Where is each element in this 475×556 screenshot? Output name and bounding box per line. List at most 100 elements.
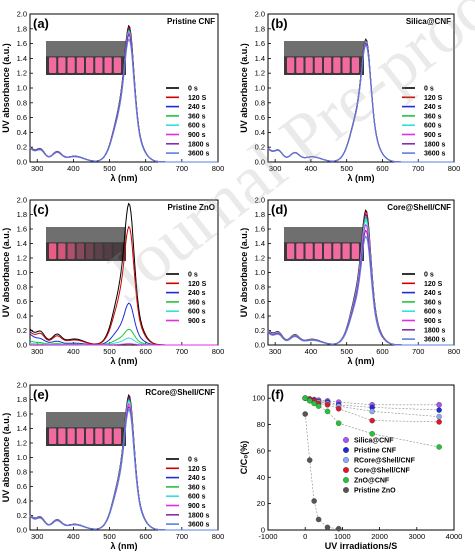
- data-point: [436, 413, 442, 420]
- y-tick-label: 0.4: [17, 312, 27, 321]
- y-tick-label: 20: [257, 499, 265, 508]
- data-point: [436, 407, 442, 413]
- inset-photo: [284, 227, 364, 261]
- panel-d: 300 400 500 600 700 800 0.0 0.2 0.4 0.6 0.8 1.0 1.2 1…: [239, 196, 460, 367]
- inset-vial: [342, 243, 350, 259]
- inset-vial: [104, 57, 112, 73]
- inset-vial: [113, 428, 121, 444]
- y-axis-label: UV absorbance (a.u.): [239, 43, 249, 133]
- y-tick-label: 0.2: [17, 511, 27, 520]
- inset-vial: [95, 428, 103, 444]
- inset-vial: [67, 57, 75, 73]
- inset-vial: [324, 57, 332, 73]
- y-axis-label: UV absorbance (a.u.): [1, 228, 11, 318]
- legend-label: 0 s: [188, 272, 198, 279]
- panel-title: RCore@Shell/CNF: [145, 388, 215, 397]
- y-tick-label: 1.0: [17, 268, 27, 277]
- x-tick-label: 300: [269, 164, 282, 173]
- legend-label: 240 s: [424, 290, 442, 297]
- inset-vial: [76, 57, 84, 73]
- data-point: [369, 431, 375, 437]
- inset-vial: [95, 243, 103, 259]
- x-tick-label: 800: [212, 347, 225, 356]
- inset-vial: [58, 243, 66, 259]
- data-point: [306, 398, 313, 404]
- x-tick-label: 700: [412, 347, 425, 356]
- y-tick-label: 1.8: [255, 24, 265, 33]
- y-tick-label: 1.4: [255, 239, 265, 248]
- x-tick-label: 3000: [408, 532, 425, 541]
- y-tick-label: 0.2: [17, 326, 27, 335]
- y-tick-label: 1.0: [255, 268, 265, 277]
- x-axis-label: λ (nm): [111, 356, 138, 366]
- legend-marker: [343, 477, 349, 483]
- panel-label: (f): [271, 387, 284, 402]
- y-tick-label: 1.4: [17, 424, 27, 433]
- legend: 0 s 120 S 240 s 360 s 600 s 900 s 1800 s 3600 s: [166, 457, 210, 529]
- y-tick-label: 1.4: [17, 54, 27, 63]
- y-tick-label: 2.0: [17, 381, 27, 390]
- spectrum-line: [267, 44, 454, 163]
- y-tick-label: 1.6: [255, 39, 265, 48]
- inset-vial: [86, 243, 94, 259]
- spectrum-line: [267, 235, 454, 346]
- x-tick-label: 400: [305, 347, 318, 356]
- x-tick-label: 4000: [446, 532, 463, 541]
- y-tick-label: 0.6: [255, 297, 265, 306]
- inset-vial: [86, 57, 94, 73]
- inset-vial: [296, 243, 304, 259]
- y-tick-label: 0.6: [17, 113, 27, 122]
- y-tick-label: 1.4: [255, 54, 265, 63]
- legend-marker: [343, 457, 349, 463]
- panel-title: Silica@CNF: [406, 17, 451, 26]
- x-tick-label: 800: [448, 347, 461, 356]
- legend-label: 0 s: [424, 86, 434, 93]
- legend-label: 120 S: [188, 95, 207, 102]
- y-tick-label: 0.0: [255, 158, 265, 167]
- inset-vial: [314, 243, 322, 259]
- legend: 0 s 120 S 240 s 360 s 600 s 900 s 1800 s 3600 s: [402, 86, 446, 158]
- legend-label: 120 S: [188, 281, 207, 288]
- inset-vial: [305, 57, 313, 73]
- legend-label: 240 s: [188, 475, 206, 482]
- inset-caps: [46, 412, 126, 428]
- legend-label: 240 s: [424, 104, 442, 111]
- legend-label: Pristine CNF: [354, 448, 397, 455]
- series-connector: [305, 397, 440, 448]
- legend-label: 600 s: [188, 123, 206, 130]
- plot-frame: [29, 384, 219, 531]
- y-tick-label: 0.8: [17, 283, 27, 292]
- legend-label: ZnO@CNF: [354, 478, 390, 485]
- legend-label: 600 s: [424, 309, 442, 316]
- y-tick-label: 0.6: [255, 113, 265, 122]
- x-tick-label: 500: [340, 164, 353, 173]
- y-tick-label: 0: [261, 526, 265, 535]
- y-axis-label: UV absorbance (a.u.): [1, 43, 11, 133]
- y-tick-label: 0.4: [255, 128, 265, 137]
- panel-label: (c): [33, 202, 49, 217]
- plot-frame: [267, 384, 455, 531]
- data-point: [369, 408, 375, 415]
- y-tick-label: 0.8: [17, 468, 27, 477]
- legend-label: 900 s: [424, 132, 442, 139]
- legend-label: 900 s: [188, 318, 206, 325]
- inset-vial: [287, 243, 295, 259]
- y-tick-label: 2.0: [255, 196, 265, 205]
- inset-vial: [58, 57, 66, 73]
- x-tick-label: 300: [31, 532, 44, 541]
- y-tick-label: 1.8: [255, 210, 265, 219]
- y-tick-label: 0.4: [17, 128, 27, 137]
- panel-a: 300 400 500 600 700 800 0.0 0.2 0.4 0.6 0.8 1.0 1.2 1…: [1, 10, 224, 184]
- y-tick-label: 0.0: [17, 341, 27, 350]
- legend-label: 900 s: [188, 132, 206, 139]
- panel-label: (e): [33, 387, 49, 402]
- legend-label: 3600 s: [424, 151, 446, 158]
- y-tick-label: 0.0: [17, 158, 27, 167]
- legend-label: 360 s: [424, 113, 442, 120]
- inset-caps: [46, 41, 126, 57]
- legend: 0 s 120 S 240 s 360 s 600 s 900 s 1800 s 3600 s: [402, 272, 446, 344]
- x-tick-label: 400: [305, 164, 318, 173]
- inset-vial: [351, 57, 359, 73]
- y-tick-label: 1.6: [255, 225, 265, 234]
